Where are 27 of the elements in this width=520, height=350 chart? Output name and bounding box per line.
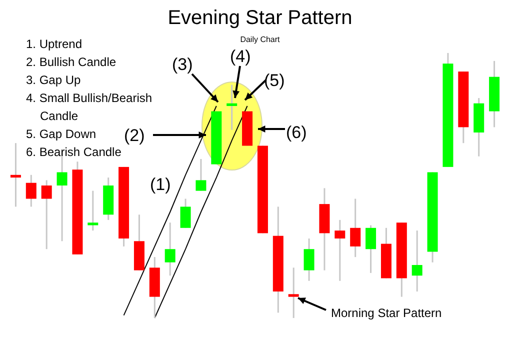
chart-title: Evening Star Pattern <box>168 7 352 29</box>
annotation: 3. Gap Up <box>26 73 82 87</box>
annotation: (3) <box>172 55 193 74</box>
candlestick <box>350 198 361 258</box>
annotation: 6. Bearish Candle <box>26 145 122 159</box>
annotation: 4. Small Bullish/Bearish Candle <box>26 91 152 123</box>
candlestick <box>88 190 98 232</box>
candlestick <box>304 238 314 282</box>
annotation: 2. Bullish Candle <box>26 55 116 69</box>
annotation: (2) <box>124 126 145 145</box>
candlestick <box>180 198 191 229</box>
candlestick <box>366 224 376 274</box>
annotation: (5) <box>264 71 285 90</box>
candlestick <box>334 219 346 282</box>
chart-subtitle: Daily Chart <box>240 35 281 44</box>
annotation: Morning Star Pattern <box>331 306 442 320</box>
candlestick <box>41 179 52 250</box>
annotation: (4) <box>230 47 251 66</box>
candlestick <box>196 158 206 192</box>
annotation: (1) <box>150 175 171 194</box>
candlestick <box>412 230 422 292</box>
text: 1. Uptrend <box>26 37 82 51</box>
annotation: 5. Gap Down <box>26 127 96 141</box>
annotation: (6) <box>286 123 307 142</box>
candlestick <box>26 174 36 208</box>
candlestick <box>10 142 21 208</box>
candlestick <box>164 222 176 276</box>
